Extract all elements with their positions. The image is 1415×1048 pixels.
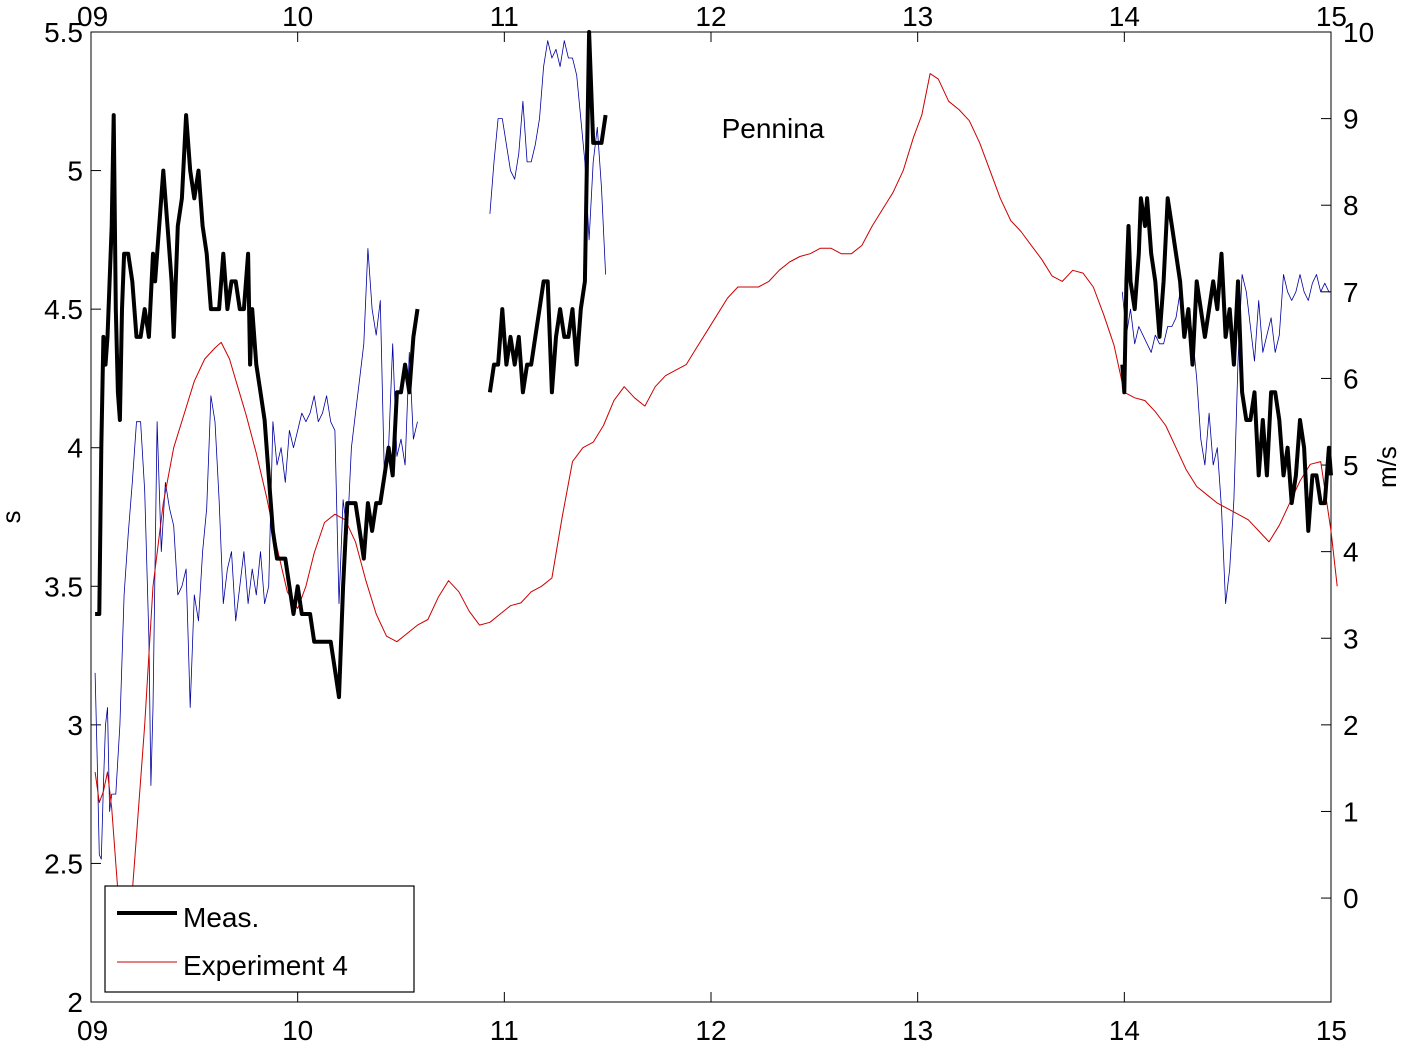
y-left-tick-label: 5.5 [44, 17, 83, 48]
x-tick-label-top: 13 [902, 1, 933, 32]
y-left-tick-label: 5 [67, 156, 83, 187]
y-right-tick-label: 1 [1343, 796, 1359, 827]
legend-box [104, 885, 415, 993]
x-tick-label-top: 09 [77, 1, 108, 32]
x-axis: 09 09 10 10 11 11 12 12 13 13 14 14 15 15 [77, 1, 1347, 1046]
x-tick-label-top: 15 [1316, 1, 1347, 32]
left-axis-label: s [0, 511, 26, 524]
x-tick-label-bottom: 13 [902, 1015, 933, 1046]
y-right-tick-label: 4 [1343, 537, 1359, 568]
x-tick-label-top: 12 [695, 1, 726, 32]
y-right-tick-label: 9 [1343, 104, 1359, 135]
meas--line-segment [95, 113, 420, 700]
x-tick-label-top: 10 [282, 1, 313, 32]
x-tick-label-top: 11 [490, 1, 519, 32]
plot-area [90, 31, 1332, 1003]
legend-label-experiment: Experiment 4 [183, 950, 348, 981]
annotation-label: Pennina [722, 113, 825, 144]
speed-line-segment [94, 248, 418, 860]
y-right-tick-label: 2 [1343, 710, 1359, 741]
x-tick-label-bottom: 12 [695, 1015, 726, 1046]
legend-label-meas: Meas. [183, 902, 259, 933]
right-axis-label: m/s [1372, 446, 1402, 488]
series-layer [94, 30, 1338, 948]
meas--line-segment [1120, 196, 1333, 533]
right-y-axis: 0 1 2 3 4 5 6 7 8 9 10 [1321, 17, 1374, 914]
y-right-tick-label: 5 [1343, 450, 1359, 481]
x-tick-label-top: 14 [1109, 1, 1140, 32]
y-left-tick-label: 4 [67, 433, 83, 464]
y-left-tick-label: 3 [67, 710, 83, 741]
x-tick-label-bottom: 10 [282, 1015, 313, 1046]
y-right-tick-label: 10 [1343, 17, 1374, 48]
speed-line-segment [1121, 274, 1331, 604]
x-tick-label-bottom: 11 [490, 1015, 519, 1046]
legend: Meas. Experiment 4 [104, 885, 415, 993]
y-right-tick-label: 6 [1343, 363, 1359, 394]
y-left-tick-label: 3.5 [44, 571, 83, 602]
x-tick-label-bottom: 15 [1316, 1015, 1347, 1046]
y-right-tick-label: 3 [1343, 623, 1359, 654]
y-left-tick-label: 2 [67, 987, 83, 1018]
y-left-tick-label: 2.5 [44, 848, 83, 879]
x-tick-label-bottom: 14 [1109, 1015, 1140, 1046]
y-left-tick-label: 4.5 [44, 294, 83, 325]
y-right-tick-label: 7 [1343, 277, 1359, 308]
y-right-tick-label: 8 [1343, 190, 1359, 221]
left-y-axis: 2 2.5 3 3.5 4 4.5 5 5.5 [44, 17, 101, 1018]
x-tick-label-bottom: 09 [77, 1015, 108, 1046]
y-right-tick-label: 0 [1343, 883, 1359, 914]
meas--line-segment [487, 30, 608, 395]
